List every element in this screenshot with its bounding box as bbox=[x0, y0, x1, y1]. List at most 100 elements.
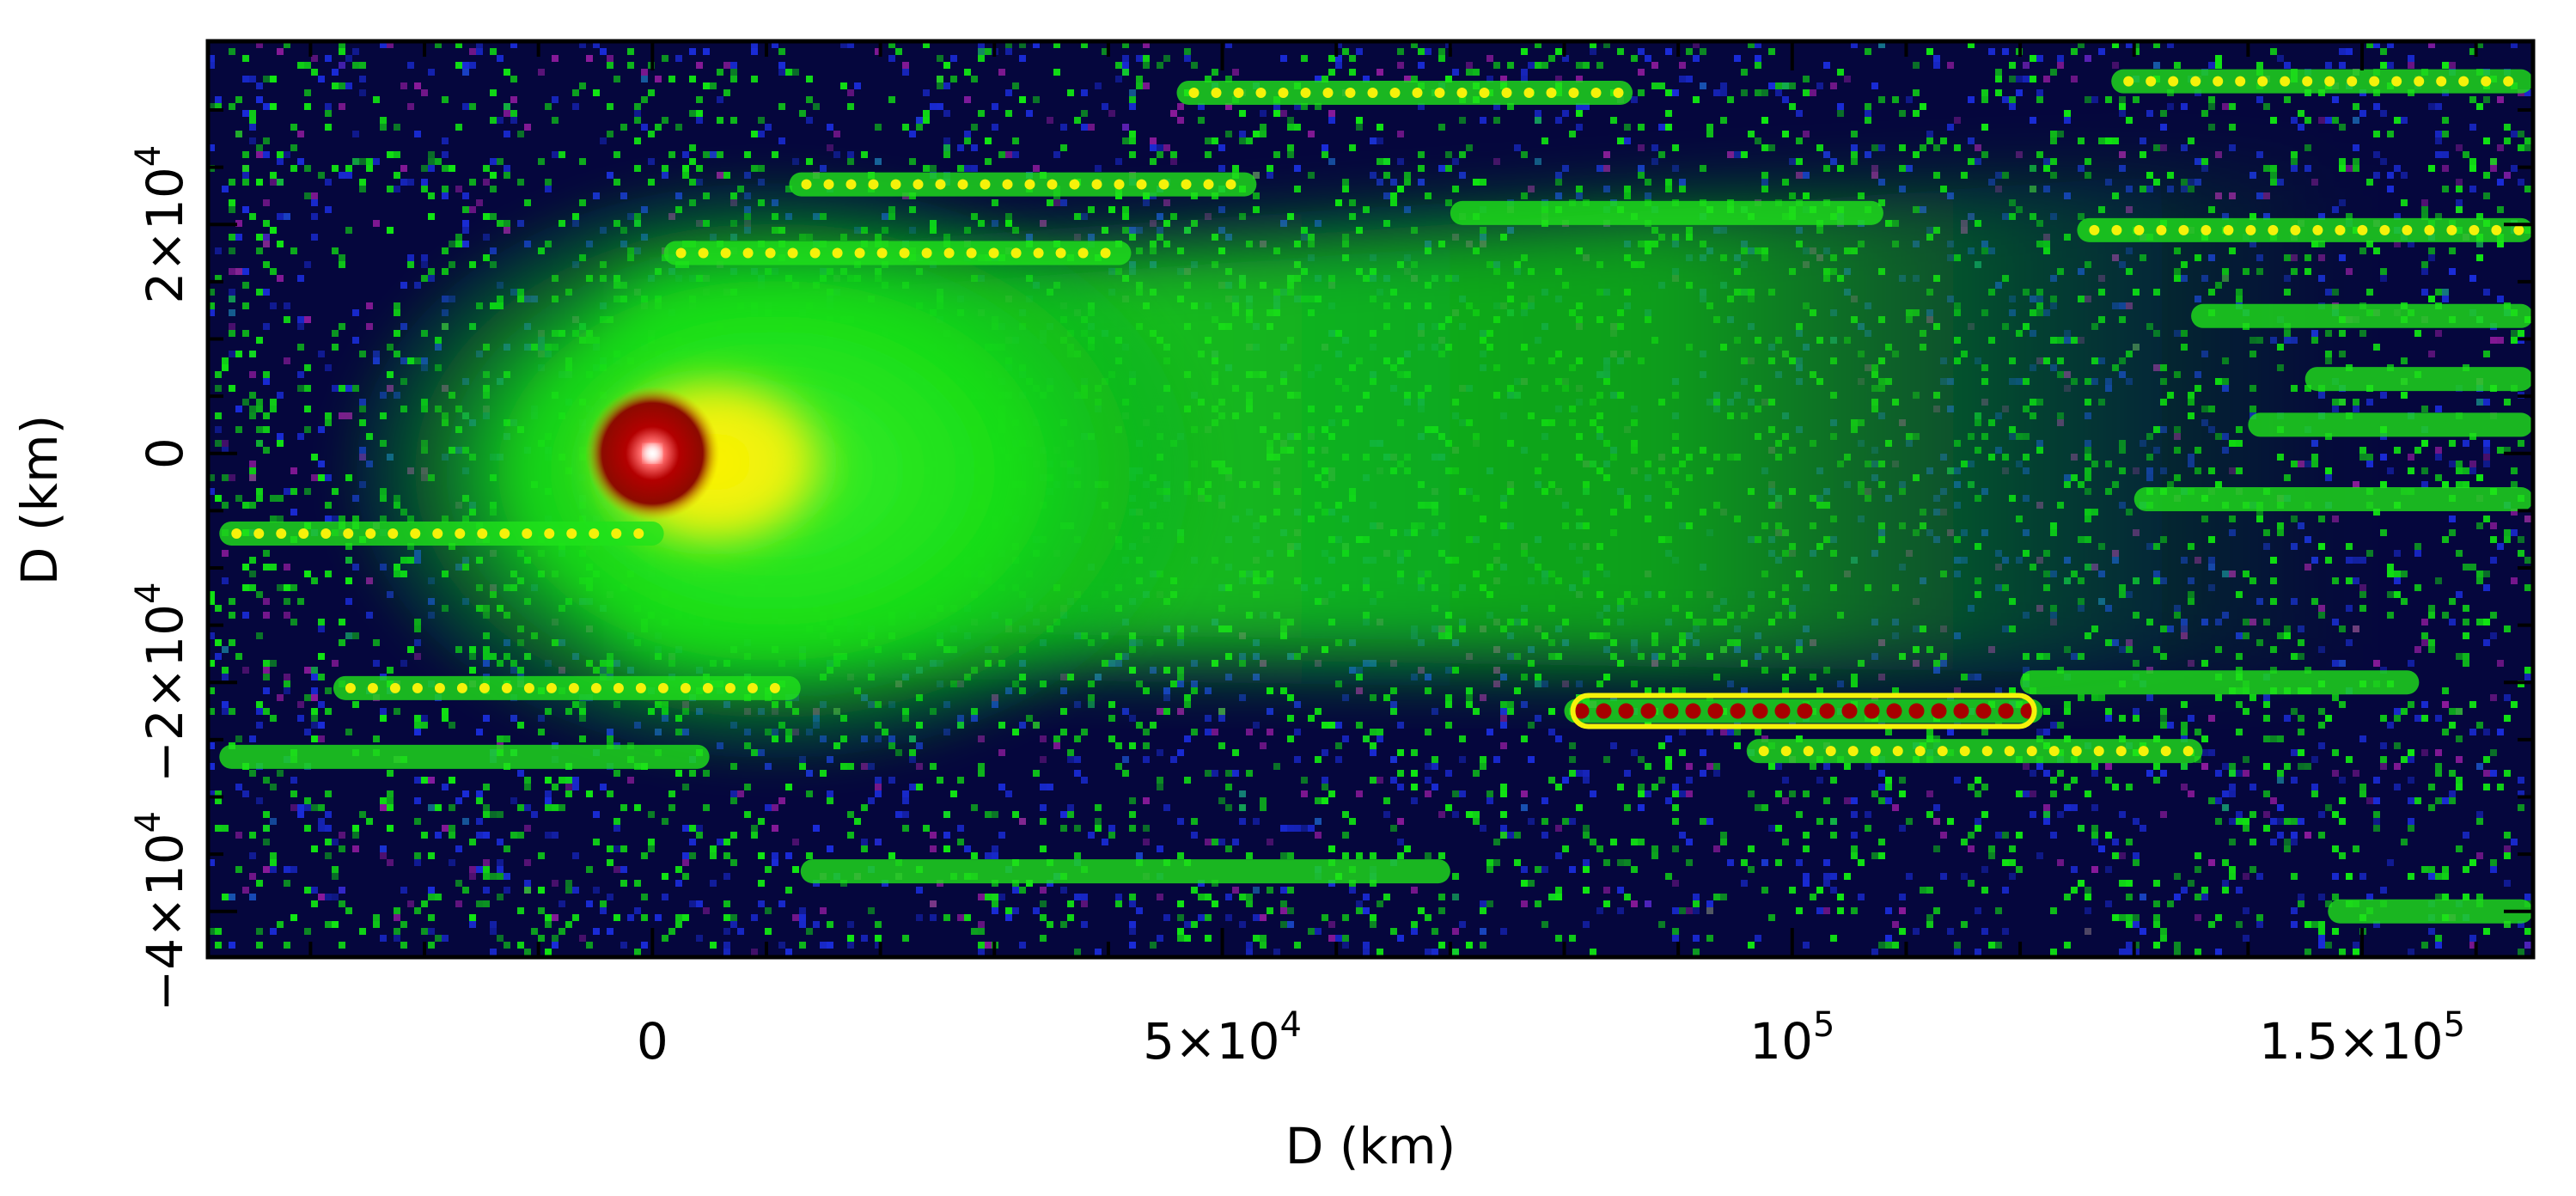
noise-pixel bbox=[902, 69, 909, 76]
noise-pixel bbox=[2277, 55, 2284, 62]
noise-pixel bbox=[242, 330, 249, 337]
noise-pixel bbox=[1198, 914, 1205, 921]
noise-pixel bbox=[1053, 742, 1060, 749]
noise-pixel bbox=[2023, 763, 2030, 770]
noise-pixel bbox=[339, 41, 345, 48]
noise-pixel bbox=[730, 117, 737, 124]
noise-pixel bbox=[387, 41, 394, 48]
noise-pixel bbox=[1562, 55, 1569, 62]
noise-pixel bbox=[593, 41, 600, 48]
noise-pixel bbox=[1273, 763, 1280, 770]
noise-pixel bbox=[2490, 165, 2497, 172]
noise-pixel bbox=[2153, 900, 2160, 907]
noise-pixel bbox=[345, 632, 352, 639]
noise-pixel bbox=[613, 825, 620, 832]
noise-pixel bbox=[2119, 735, 2126, 742]
noise-pixel bbox=[1315, 103, 1322, 110]
noise-pixel bbox=[1033, 907, 1040, 914]
noise-pixel bbox=[1528, 818, 1535, 825]
noise-pixel bbox=[689, 852, 696, 859]
noise-pixel bbox=[1851, 131, 1858, 137]
noise-pixel bbox=[263, 660, 270, 667]
noise-pixel bbox=[1205, 770, 1212, 777]
noise-pixel bbox=[2112, 784, 2119, 790]
noise-pixel bbox=[1157, 234, 1163, 241]
noise-pixel bbox=[1397, 722, 1404, 729]
noise-pixel bbox=[359, 89, 366, 96]
noise-pixel bbox=[1260, 935, 1267, 942]
noise-pixel bbox=[2476, 213, 2483, 220]
noise-pixel bbox=[1535, 158, 1541, 165]
noise-pixel bbox=[1218, 227, 1225, 234]
noise-pixel bbox=[2469, 942, 2476, 949]
noise-pixel bbox=[2456, 653, 2463, 660]
noise-pixel bbox=[524, 804, 531, 811]
noise-pixel bbox=[703, 804, 710, 811]
noise-pixel bbox=[2346, 756, 2353, 763]
noise-pixel bbox=[730, 921, 737, 928]
noise-pixel bbox=[1596, 62, 1603, 69]
noise-pixel bbox=[902, 935, 909, 942]
noise-pixel bbox=[916, 763, 923, 770]
noise-pixel bbox=[2064, 894, 2071, 900]
noise-pixel bbox=[2476, 722, 2483, 729]
noise-pixel bbox=[1157, 62, 1163, 69]
noise-pixel bbox=[1679, 790, 1686, 797]
noise-pixel bbox=[1397, 48, 1404, 55]
noise-pixel bbox=[235, 832, 242, 839]
noise-pixel bbox=[1782, 179, 1789, 186]
noise-pixel bbox=[1191, 832, 1198, 839]
noise-pixel bbox=[2504, 694, 2511, 701]
noise-pixel bbox=[1706, 729, 1713, 735]
noise-pixel bbox=[2449, 598, 2456, 605]
noise-pixel bbox=[2476, 852, 2483, 859]
noise-pixel bbox=[2366, 797, 2373, 804]
noise-pixel bbox=[215, 653, 222, 660]
noise-pixel bbox=[2428, 646, 2435, 653]
noise-pixel bbox=[1500, 701, 1507, 708]
noise-pixel bbox=[524, 949, 531, 955]
noise-pixel bbox=[2050, 69, 2057, 76]
noise-pixel bbox=[1947, 928, 1954, 935]
noise-pixel bbox=[2380, 268, 2387, 275]
noise-pixel bbox=[462, 69, 469, 76]
noise-pixel bbox=[634, 880, 641, 887]
noise-pixel bbox=[1177, 117, 1184, 124]
noise-pixel bbox=[2236, 701, 2243, 708]
noise-pixel bbox=[222, 667, 229, 674]
noise-pixel bbox=[2394, 241, 2401, 247]
noise-pixel bbox=[2291, 749, 2298, 756]
noise-pixel bbox=[1700, 165, 1706, 172]
noise-pixel bbox=[1452, 69, 1459, 76]
noise-pixel bbox=[1562, 680, 1569, 687]
noise-pixel bbox=[751, 832, 758, 839]
noise-pixel bbox=[1019, 887, 1026, 894]
noise-pixel bbox=[1768, 144, 1775, 151]
noise-pixel bbox=[2518, 777, 2524, 784]
noise-pixel bbox=[1232, 69, 1239, 76]
noise-pixel bbox=[215, 275, 222, 282]
noise-pixel bbox=[1005, 48, 1012, 55]
noise-pixel bbox=[2511, 577, 2518, 584]
noise-pixel bbox=[249, 557, 256, 564]
noise-pixel bbox=[2359, 591, 2366, 598]
noise-pixel bbox=[359, 62, 366, 69]
noise-pixel bbox=[517, 907, 524, 914]
noise-pixel bbox=[1541, 62, 1548, 69]
noise-pixel bbox=[723, 949, 730, 955]
noise-pixel bbox=[634, 103, 641, 110]
noise-pixel bbox=[1074, 825, 1081, 832]
noise-pixel bbox=[442, 192, 449, 199]
noise-pixel bbox=[545, 103, 552, 110]
noise-pixel bbox=[2064, 784, 2071, 790]
noise-pixel bbox=[1246, 900, 1253, 907]
noise-pixel bbox=[1452, 667, 1459, 674]
noise-pixel bbox=[902, 811, 909, 818]
noise-pixel bbox=[1040, 914, 1047, 921]
noise-pixel bbox=[1225, 784, 1232, 790]
noise-pixel bbox=[1535, 674, 1541, 680]
noise-pixel bbox=[2112, 62, 2119, 69]
noise-pixel bbox=[2373, 811, 2380, 818]
noise-pixel bbox=[304, 729, 311, 735]
noise-pixel bbox=[1411, 887, 1418, 894]
